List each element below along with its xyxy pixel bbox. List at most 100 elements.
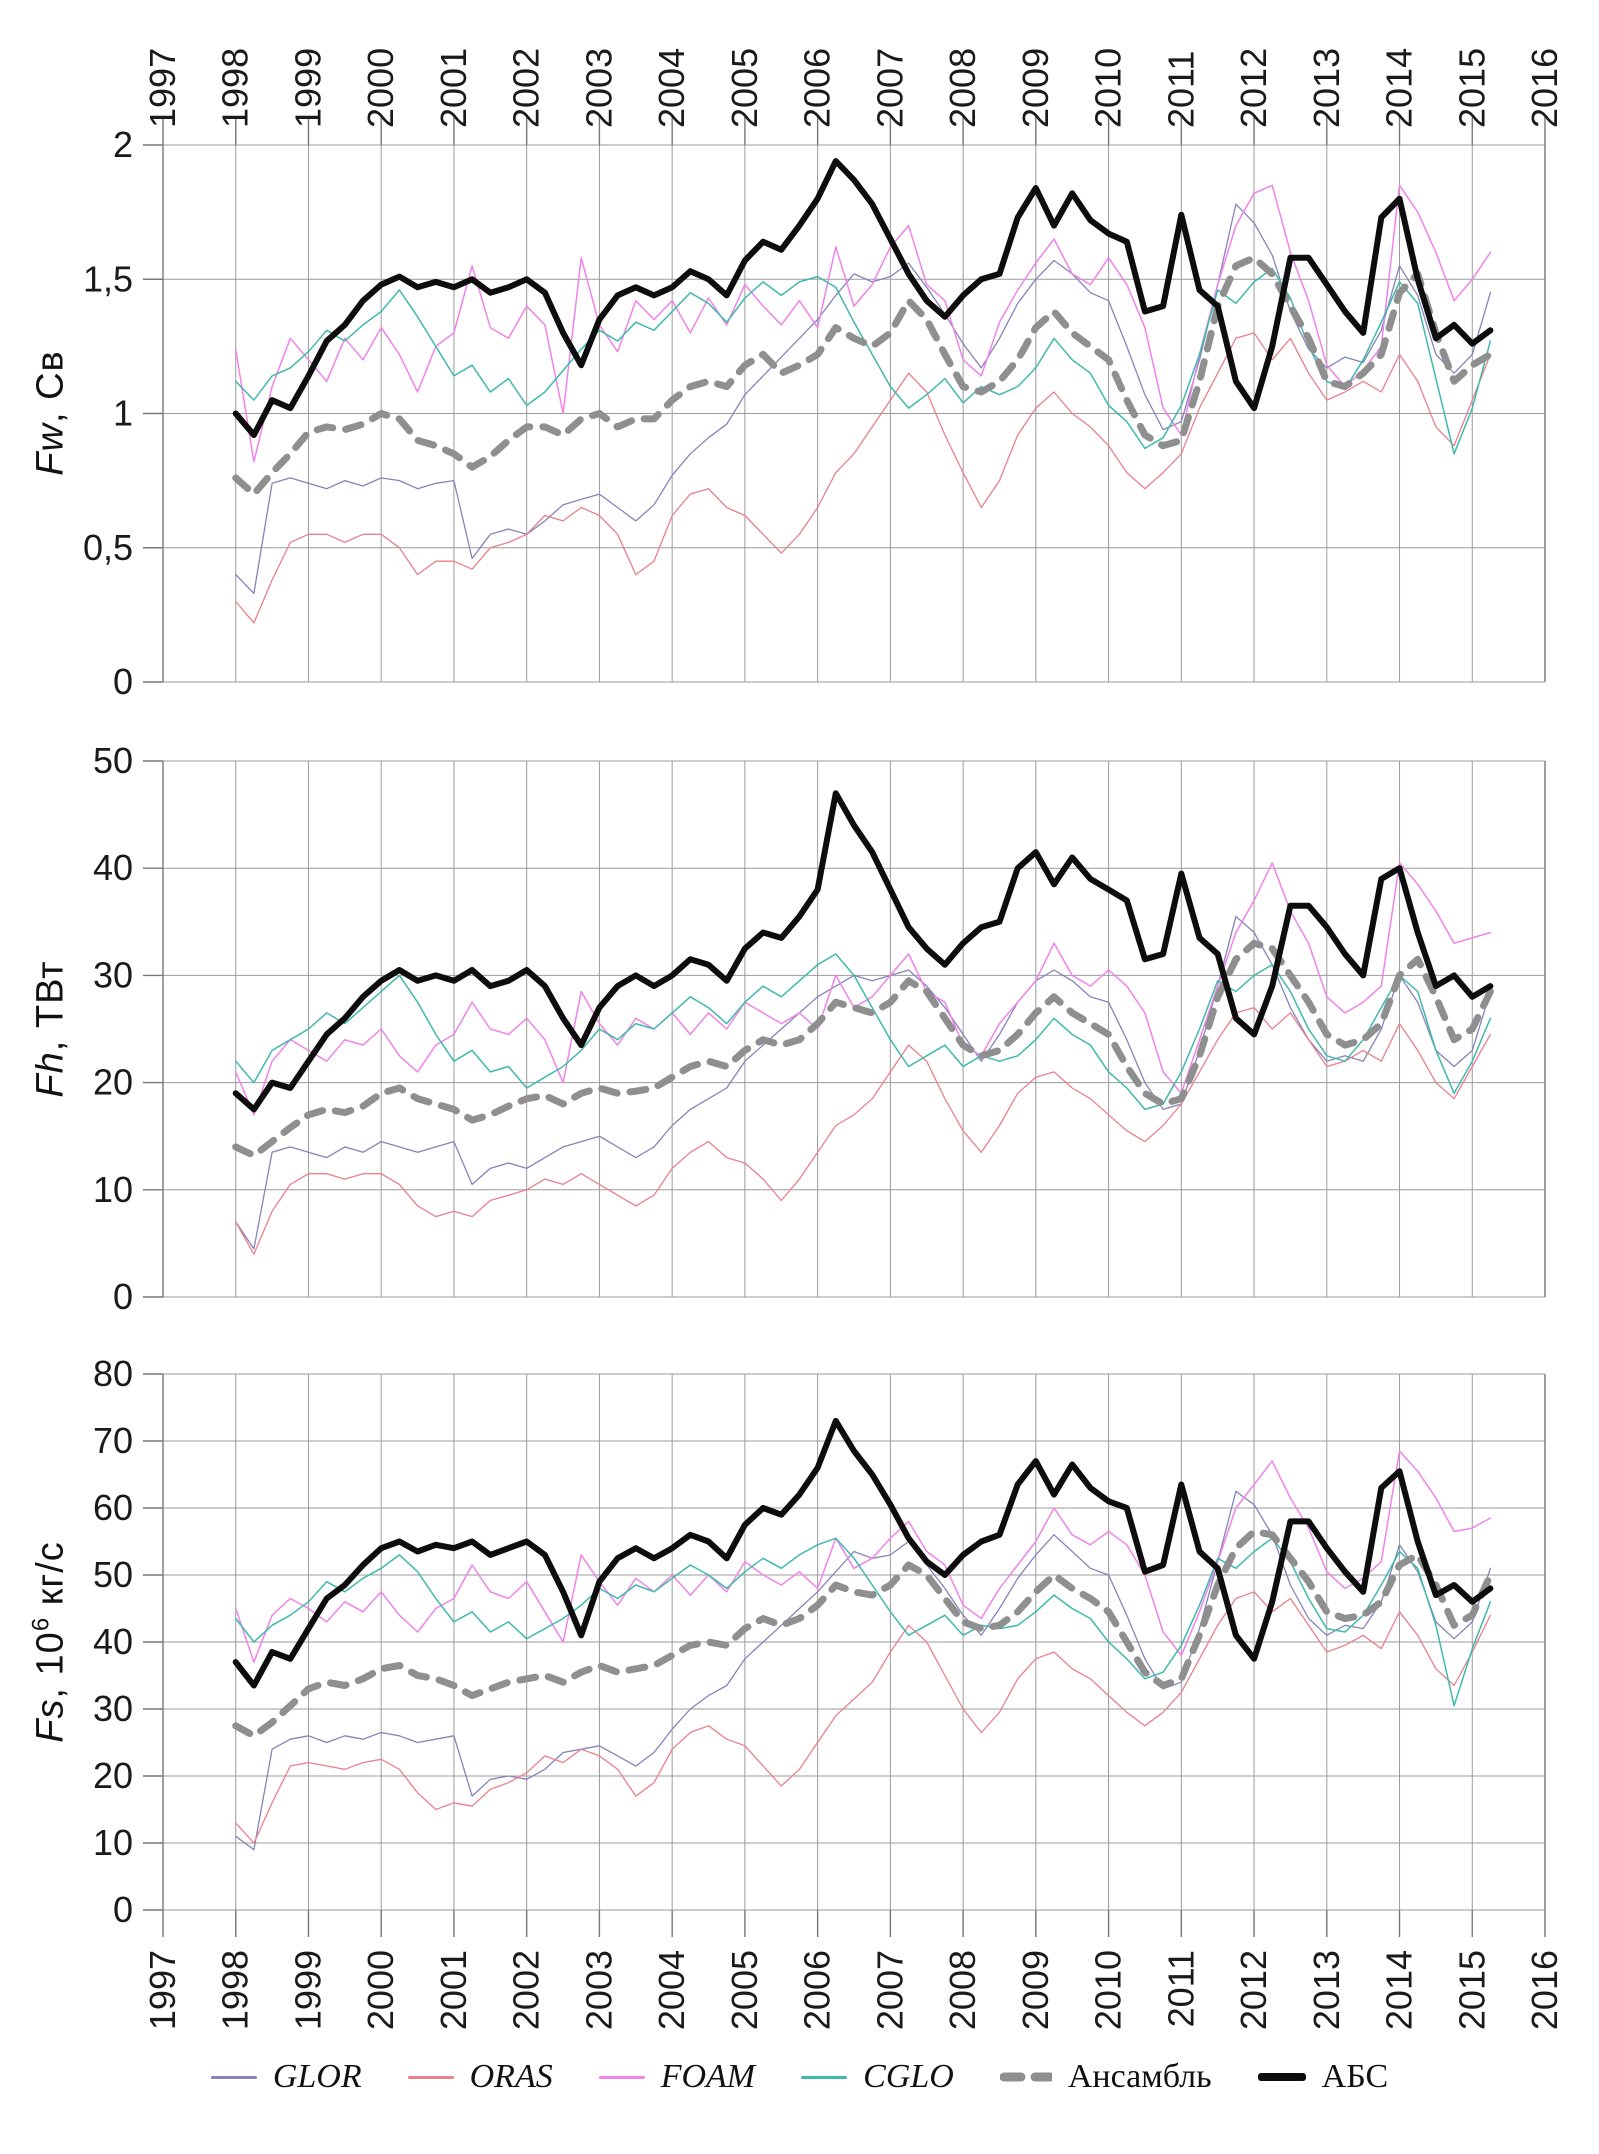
panel-1-series [232, 790, 1494, 1255]
y-tick-label: 70 [93, 1420, 133, 1461]
y-tick-label: 60 [93, 1487, 133, 1528]
top-year-label: 2007 [869, 48, 910, 128]
series-line-Ансамбль [232, 939, 1494, 1159]
series-line-АБС [232, 790, 1494, 1113]
legend-swatch-АБС-icon [1257, 2073, 1306, 2081]
y-tick-label: 2 [113, 124, 133, 165]
top-year-label: 2012 [1233, 48, 1274, 128]
y-tick-label: 1 [113, 393, 133, 434]
bottom-year-label: 2016 [1524, 1950, 1565, 2030]
y-axis-title-fw-symbol: Fw [29, 423, 72, 476]
y-tick-label: 20 [93, 1755, 133, 1796]
bottom-year-label: 2012 [1233, 1950, 1274, 2030]
series-line-FOAM [234, 1450, 1492, 1663]
bottom-year-label: 2007 [869, 1950, 910, 2030]
top-year-label: 2016 [1524, 48, 1565, 128]
legend-item-CGLO: CGLO [801, 2058, 954, 2096]
y-tick-label: 10 [93, 1169, 133, 1210]
panel-2: 0 10 20 30 40 50 60 70 80 [93, 1353, 1546, 1930]
panel-1-yticks: 0 10 20 30 40 50 [93, 740, 163, 1317]
bottom-year-label: 2013 [1306, 1950, 1347, 2030]
top-year-label: 2003 [578, 48, 619, 128]
top-year-label: 2005 [724, 48, 765, 128]
top-year-label: 1999 [287, 48, 328, 128]
top-year-label: 2006 [797, 48, 838, 128]
y-axis-title-fw-units: , Св [29, 350, 72, 424]
top-year-axis: 1997 1998 1999 2000 2001 2002 2003 2004 2005 2006… [142, 48, 1565, 145]
legend-label: АБС [1321, 2058, 1389, 2095]
bottom-year-label: 1999 [287, 1950, 328, 2030]
bottom-year-label: 2004 [651, 1950, 692, 2030]
legend-label: Ансамбль [1067, 2058, 1212, 2095]
legend-label: GLOR [272, 2058, 362, 2095]
series-line-ORAS [235, 332, 1492, 624]
top-year-label: 2014 [1379, 48, 1420, 128]
series-line-FOAM [234, 862, 1492, 1116]
legend-item-АБС: АБС [1257, 2058, 1389, 2096]
series-line-GLOR [235, 203, 1492, 595]
top-year-label: 2010 [1088, 48, 1129, 128]
y-tick-label: 20 [93, 1062, 133, 1103]
y-axis-title-fs-symbol: Fs [29, 1698, 72, 1743]
legend-label: ORAS [469, 2058, 553, 2095]
y-tick-label: 1,5 [83, 258, 133, 299]
panel-0: 0 0,5 1 1,5 2 [83, 124, 1546, 702]
legend-swatch-CGLO-icon [801, 2075, 848, 2079]
legend-swatch-ORAS-icon [407, 2075, 454, 2079]
top-year-label: 1998 [215, 48, 256, 128]
y-axis-title-fs-sup: 6 [27, 1616, 55, 1632]
top-year-label: 2008 [942, 48, 983, 128]
series-line-Ансамбль [232, 1528, 1494, 1740]
bottom-year-label: 2009 [1015, 1950, 1056, 2030]
bottom-year-label: 2015 [1451, 1950, 1492, 2030]
panel-1-grid [162, 760, 1546, 1298]
bottom-year-axis: 1997 1998 1999 2000 2001 2002 2003 2004 2005 2006… [142, 1910, 1565, 2030]
y-axis-title-fh: Fh, ТВт [28, 960, 73, 1097]
panel-0-yticks: 0 0,5 1 1,5 2 [83, 124, 163, 702]
bottom-year-label: 2014 [1379, 1950, 1420, 2030]
bottom-year-label: 1998 [215, 1950, 256, 2030]
series-line-ORAS [235, 1591, 1492, 1844]
bottom-year-label: 2000 [360, 1950, 401, 2030]
y-tick-label: 30 [93, 1688, 133, 1729]
series-line-АБС [232, 1417, 1494, 1689]
series-line-GLOR [235, 915, 1492, 1250]
y-tick-label: 50 [93, 740, 133, 781]
series-line-ORAS [235, 1006, 1492, 1255]
bottom-year-label: 2008 [942, 1950, 983, 2030]
legend-item-FOAM: FOAM [598, 2058, 755, 2096]
bottom-year-label: 2006 [797, 1950, 838, 2030]
y-tick-label: 50 [93, 1554, 133, 1595]
y-tick-label: 0 [113, 1276, 133, 1317]
y-axis-title-fh-symbol: Fh [29, 1051, 72, 1098]
legend-swatch-GLOR-icon [210, 2075, 257, 2079]
bottom-year-label: 2001 [433, 1950, 474, 2030]
y-tick-label: 10 [93, 1822, 133, 1863]
top-year-label: 2015 [1451, 48, 1492, 128]
top-year-label: 2004 [651, 48, 692, 128]
panel-1-spines [162, 761, 1546, 1297]
bottom-year-label: 2003 [578, 1950, 619, 2030]
bottom-year-label: 2010 [1088, 1950, 1129, 2030]
panel-2-yticks: 0 10 20 30 40 50 60 70 80 [93, 1353, 163, 1930]
top-year-label: 2013 [1306, 48, 1347, 128]
y-tick-label: 0,5 [83, 527, 133, 568]
series-line-FOAM [234, 184, 1492, 463]
panel-2-series [232, 1417, 1494, 1851]
bottom-year-label: 1997 [142, 1950, 183, 2030]
y-tick-label: 30 [93, 954, 133, 995]
legend-swatch-Ансамбль-icon [999, 2072, 1052, 2082]
legend-swatch-FOAM-icon [598, 2075, 645, 2079]
y-axis-title-fh-units: , ТВт [29, 960, 72, 1052]
y-tick-label: 80 [93, 1353, 133, 1394]
legend-item-GLOR: GLOR [210, 2058, 362, 2096]
series-line-АБС [232, 158, 1494, 438]
legend-item-Ансамбль: Ансамбль [999, 2058, 1212, 2096]
top-year-label: 2000 [360, 48, 401, 128]
y-tick-label: 0 [113, 1889, 133, 1930]
y-axis-title-fs-units: , 10 [29, 1631, 72, 1699]
top-year-label: 2001 [433, 48, 474, 128]
y-axis-title-fw: Fw, Св [28, 350, 73, 475]
legend-label: CGLO [863, 2058, 954, 2095]
